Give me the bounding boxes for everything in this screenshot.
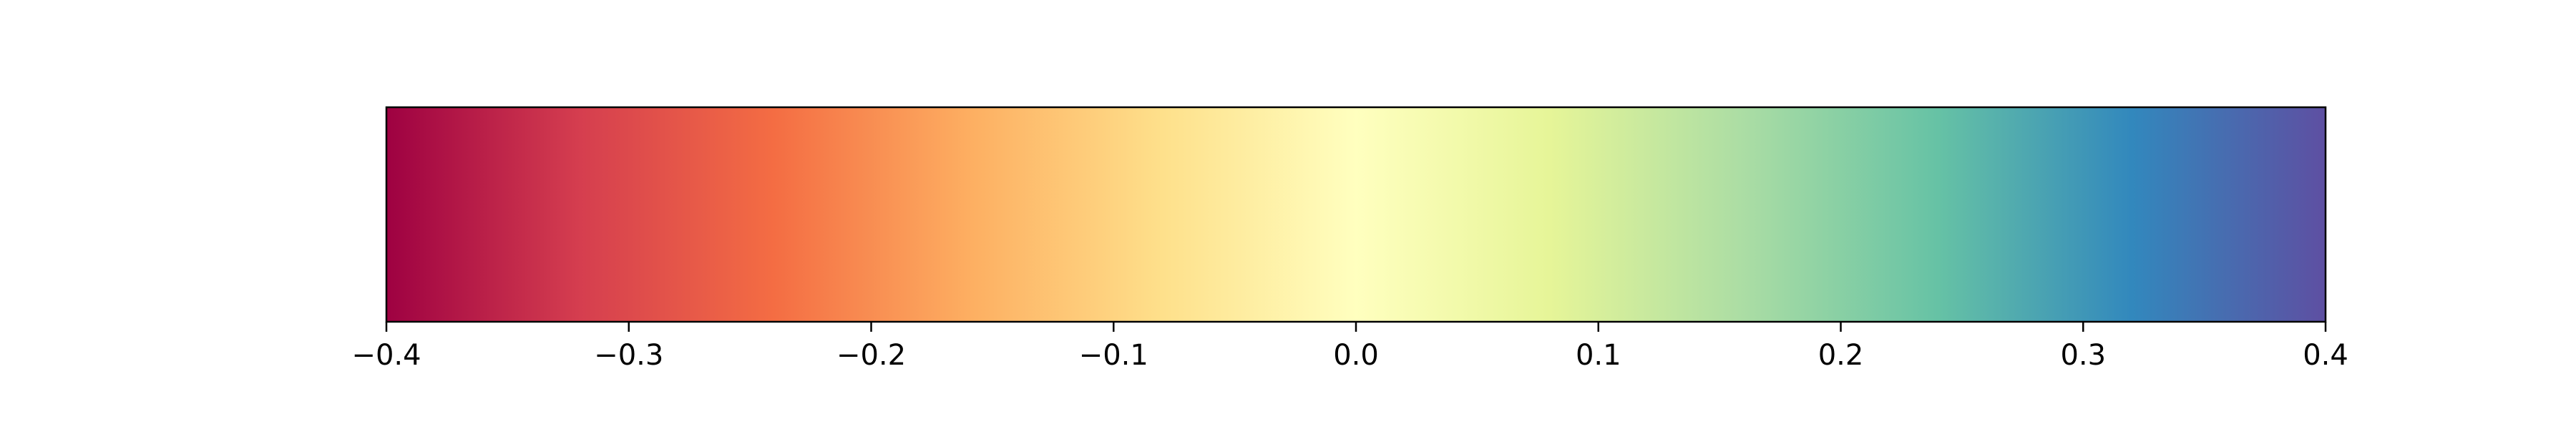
tick-label: −0.4 xyxy=(351,339,421,372)
colorbar-fill xyxy=(386,107,2326,322)
tick-label: 0.2 xyxy=(1818,339,1864,372)
tick-label: −0.3 xyxy=(594,339,663,372)
tick-label: −0.1 xyxy=(1079,339,1148,372)
tick-label: 0.1 xyxy=(1576,339,1621,372)
tick-label: 0.3 xyxy=(2060,339,2106,372)
colorbar-ticks: −0.4 −0.3 −0.2 −0.1 0.0 0.1 0.2 0.3 0.4 xyxy=(351,322,2348,372)
tick-label: 0.4 xyxy=(2303,339,2348,372)
tick-label: −0.2 xyxy=(836,339,906,372)
tick-label: 0.0 xyxy=(1333,339,1379,372)
